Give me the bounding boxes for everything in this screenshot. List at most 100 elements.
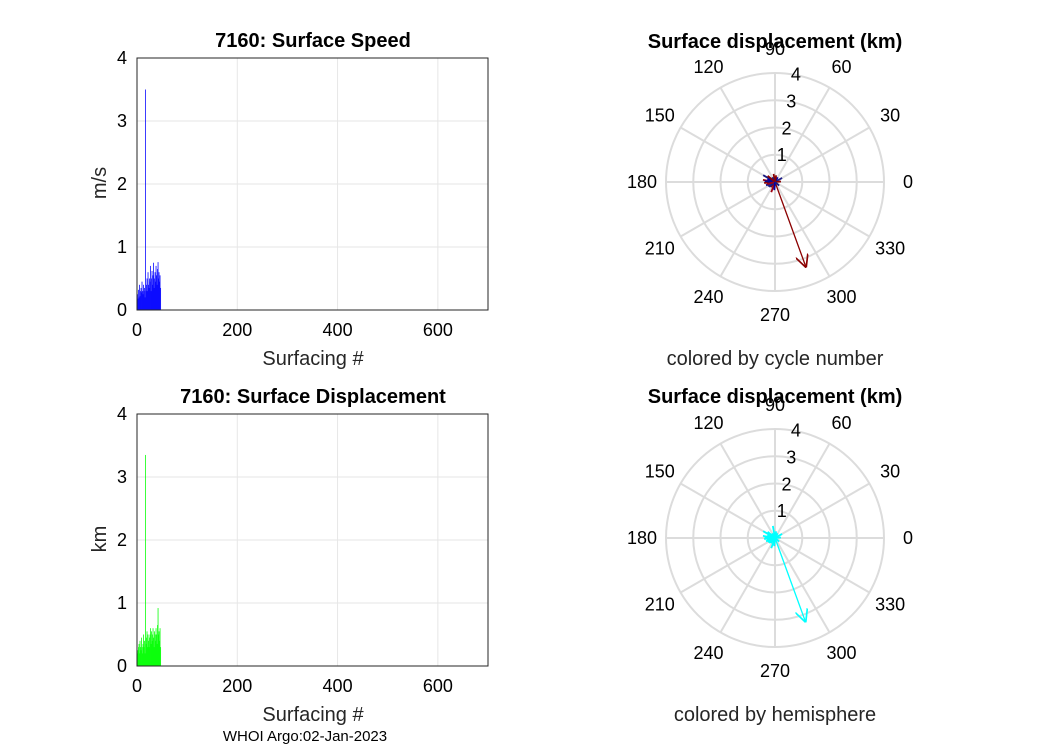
surface-speed-chart: 0 200 400 600 0 1 2 3 4 7160: Surface Speed Surf… [89, 30, 489, 370]
speed-bar [144, 287, 145, 310]
polar-cycle-radial-tick-label: 2 [781, 118, 791, 138]
displacement-bar [142, 653, 143, 666]
speed-y-axis-label: m/s [89, 167, 111, 199]
polar-hemisphere-vectors [762, 525, 805, 621]
displacement-bar [148, 647, 150, 666]
polar-cycle-ring [665, 72, 885, 292]
polar-cycle-angle-label: 120 [693, 57, 723, 77]
speed-bar [144, 297, 146, 310]
speed-x-tick-label: 400 [323, 320, 353, 340]
polar-cycle-vector [774, 175, 778, 183]
displacement-bar [144, 653, 146, 666]
displacement-bar [150, 628, 151, 666]
polar-cycle-angle-label: 90 [765, 39, 785, 59]
displacement-bar [139, 640, 141, 666]
speed-bar [151, 278, 152, 310]
polar-hemisphere-ring [746, 509, 804, 567]
speed-bar [138, 289, 139, 310]
displacement-bar [144, 640, 145, 666]
displacement-bar [159, 640, 161, 666]
polar-hemisphere-vector [774, 537, 805, 621]
polar-cycle-angle-label: 150 [645, 106, 675, 126]
speed-x-tick-label: 200 [222, 320, 252, 340]
polar-hemisphere-angle-label: 270 [760, 661, 790, 681]
polar-hemisphere-angle-label: 180 [627, 528, 657, 548]
displacement-y-tick-label: 0 [117, 656, 127, 676]
polar-cycle-vector [766, 181, 776, 185]
speed-bar [143, 284, 144, 310]
polar-hemisphere-caption: colored by hemisphere [674, 704, 876, 726]
displacement-bar [157, 608, 159, 666]
displacement-bar [149, 637, 150, 666]
speed-axes-box [136, 57, 489, 311]
speed-bar [155, 265, 157, 310]
displacement-bar [141, 637, 142, 666]
footer-credit: WHOI Argo:02-Jan-2023 [223, 728, 387, 745]
displacement-grid [136, 413, 488, 667]
speed-bar [140, 287, 142, 310]
speed-x-tick-label: 600 [423, 320, 453, 340]
displacement-bar [143, 634, 144, 666]
polar-cycle-angle-label: 240 [693, 287, 723, 307]
speed-bar [146, 278, 148, 310]
polar-hemisphere-vector [767, 531, 776, 539]
displacement-x-tick-label: 0 [132, 676, 142, 696]
polar-cycle-angle-label: 330 [875, 239, 905, 259]
speed-bar [154, 278, 155, 310]
displacement-bar [138, 643, 140, 666]
polar-cycle-vector [774, 181, 780, 187]
displacement-bar [152, 634, 153, 666]
displacement-bar [147, 647, 148, 666]
speed-bar [156, 275, 158, 310]
displacement-bar [141, 647, 143, 666]
displacement-x-tick-label: 200 [222, 676, 252, 696]
displacement-bar [151, 631, 152, 666]
displacement-bar [156, 634, 158, 666]
polar-hemisphere-angle-label: 150 [645, 462, 675, 482]
speed-bar [138, 297, 140, 310]
speed-y-tick-label: 3 [117, 111, 127, 131]
speed-x-axis-label: Surfacing # [262, 348, 364, 370]
displacement-bar [158, 634, 160, 666]
displacement-bar [150, 643, 152, 666]
displacement-axes-box [136, 413, 489, 667]
polar-cycle-vector [773, 181, 776, 191]
polar-cycle-vectors [762, 173, 806, 267]
polar-cycle-angle-label: 210 [645, 239, 675, 259]
polar-displacement-cycle-chart: 1 2 3 4 0 30 60 90 120 150 180 210 240 270 300 330 Surf… [627, 31, 913, 370]
displacement-bar [153, 647, 155, 666]
speed-bar [149, 281, 151, 310]
speed-bar [145, 291, 147, 310]
displacement-bar [151, 640, 153, 666]
speed-bar [140, 291, 141, 310]
speed-bar [137, 294, 138, 310]
displacement-bar [154, 634, 156, 666]
speed-bar [150, 265, 151, 310]
polar-hemisphere-ring [665, 428, 885, 648]
speed-bar [142, 291, 143, 310]
speed-bar [154, 272, 156, 310]
displacement-y-tick-label: 2 [117, 530, 127, 550]
speed-bar [147, 291, 148, 310]
displacement-bar [155, 640, 157, 666]
speed-bar [151, 270, 153, 310]
displacement-bar [145, 454, 146, 666]
displacement-bar [152, 628, 154, 666]
polar-hemisphere-angle-label: 30 [880, 462, 900, 482]
polar-cycle-radial-tick-label: 3 [786, 91, 796, 111]
polar-cycle-ring [719, 126, 831, 238]
speed-bar [142, 294, 144, 310]
displacement-bar [142, 643, 144, 666]
polar-cycle-ring [746, 153, 804, 211]
polar-hemisphere-ring [719, 482, 831, 594]
polar-cycle-vector [767, 175, 776, 183]
speed-bar [157, 269, 159, 310]
displacement-bar [145, 643, 147, 666]
displacement-bar [137, 650, 139, 666]
polar-hemisphere-vector [766, 537, 776, 541]
polar-cycle-angle-label: 270 [760, 305, 790, 325]
polar-hemisphere-ring [692, 455, 858, 621]
displacement-y-tick-label: 3 [117, 467, 127, 487]
polar-cycle-angle-label: 60 [831, 57, 851, 77]
